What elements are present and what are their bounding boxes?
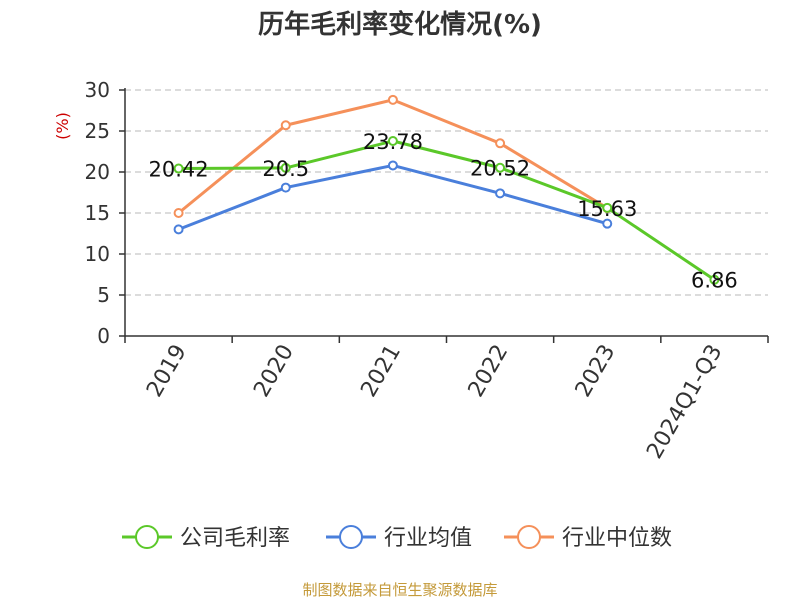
data-point (173, 224, 184, 235)
y-tick-label: 25 (85, 119, 110, 143)
y-tick-label: 15 (85, 201, 110, 225)
data-label: 20.5 (262, 157, 309, 181)
x-tick-label: 2020 (249, 341, 299, 402)
data-label: 20.42 (149, 158, 209, 182)
data-point (173, 208, 184, 218)
y-tick-label: 10 (85, 242, 110, 266)
legend-item: 行业均值 (326, 525, 472, 551)
legend-label: 公司毛利率 (180, 526, 290, 551)
series-line-1 (178, 163, 608, 231)
x-tick-label: 2019 (142, 341, 192, 402)
data-point (387, 94, 398, 105)
data-label: 6.86 (691, 269, 738, 293)
legend-marker (339, 525, 363, 549)
data-point (495, 138, 506, 149)
x-tick-label: 2023 (571, 341, 621, 402)
data-label: 20.52 (470, 157, 530, 181)
legend-label: 行业均值 (384, 526, 472, 551)
grid-lines (125, 89, 768, 296)
legend-item: 行业中位数 (504, 525, 672, 551)
data-point (280, 120, 291, 131)
data-point (280, 182, 291, 193)
legend-marker (135, 525, 159, 549)
data-labels: 20.42 20.5 23.78 20.52 15.63 6.86 (149, 130, 738, 293)
legend-marker (517, 525, 541, 549)
data-point (602, 218, 613, 229)
data-point (709, 274, 720, 285)
data-point (495, 162, 506, 173)
axes: 0 5 10 15 20 25 30 2019 2020 2021 2022 2023 2024Q1-Q… (85, 78, 769, 464)
data-point (387, 160, 398, 171)
series-line-2 (177, 98, 609, 215)
x-tick-label: 2024Q1-Q3 (642, 341, 727, 464)
y-tick-label: 5 (97, 283, 110, 307)
data-point (602, 202, 613, 213)
y-tick-label: 20 (85, 160, 110, 184)
series-line-0 (178, 139, 716, 281)
y-tick-label: 0 (97, 324, 110, 348)
series-lines (173, 94, 720, 285)
data-label: 23.78 (363, 130, 423, 154)
data-point (495, 188, 506, 199)
data-point (280, 162, 291, 173)
source-note: 制图数据来自恒生聚源数据库 (302, 581, 497, 599)
legend: 公司毛利率 行业均值 行业中位数 (122, 525, 672, 551)
x-tick-label: 2022 (464, 341, 514, 402)
data-point (173, 163, 184, 174)
legend-label: 行业中位数 (562, 526, 672, 551)
legend-item: 公司毛利率 (122, 525, 290, 551)
x-tick-label: 2021 (356, 341, 406, 402)
y-tick-label: 30 (85, 78, 110, 102)
chart-title: 历年毛利率变化情况(%) (258, 9, 542, 40)
data-label: 15.63 (577, 197, 637, 221)
y-axis-label: (%) (53, 112, 72, 140)
data-point (387, 136, 398, 147)
